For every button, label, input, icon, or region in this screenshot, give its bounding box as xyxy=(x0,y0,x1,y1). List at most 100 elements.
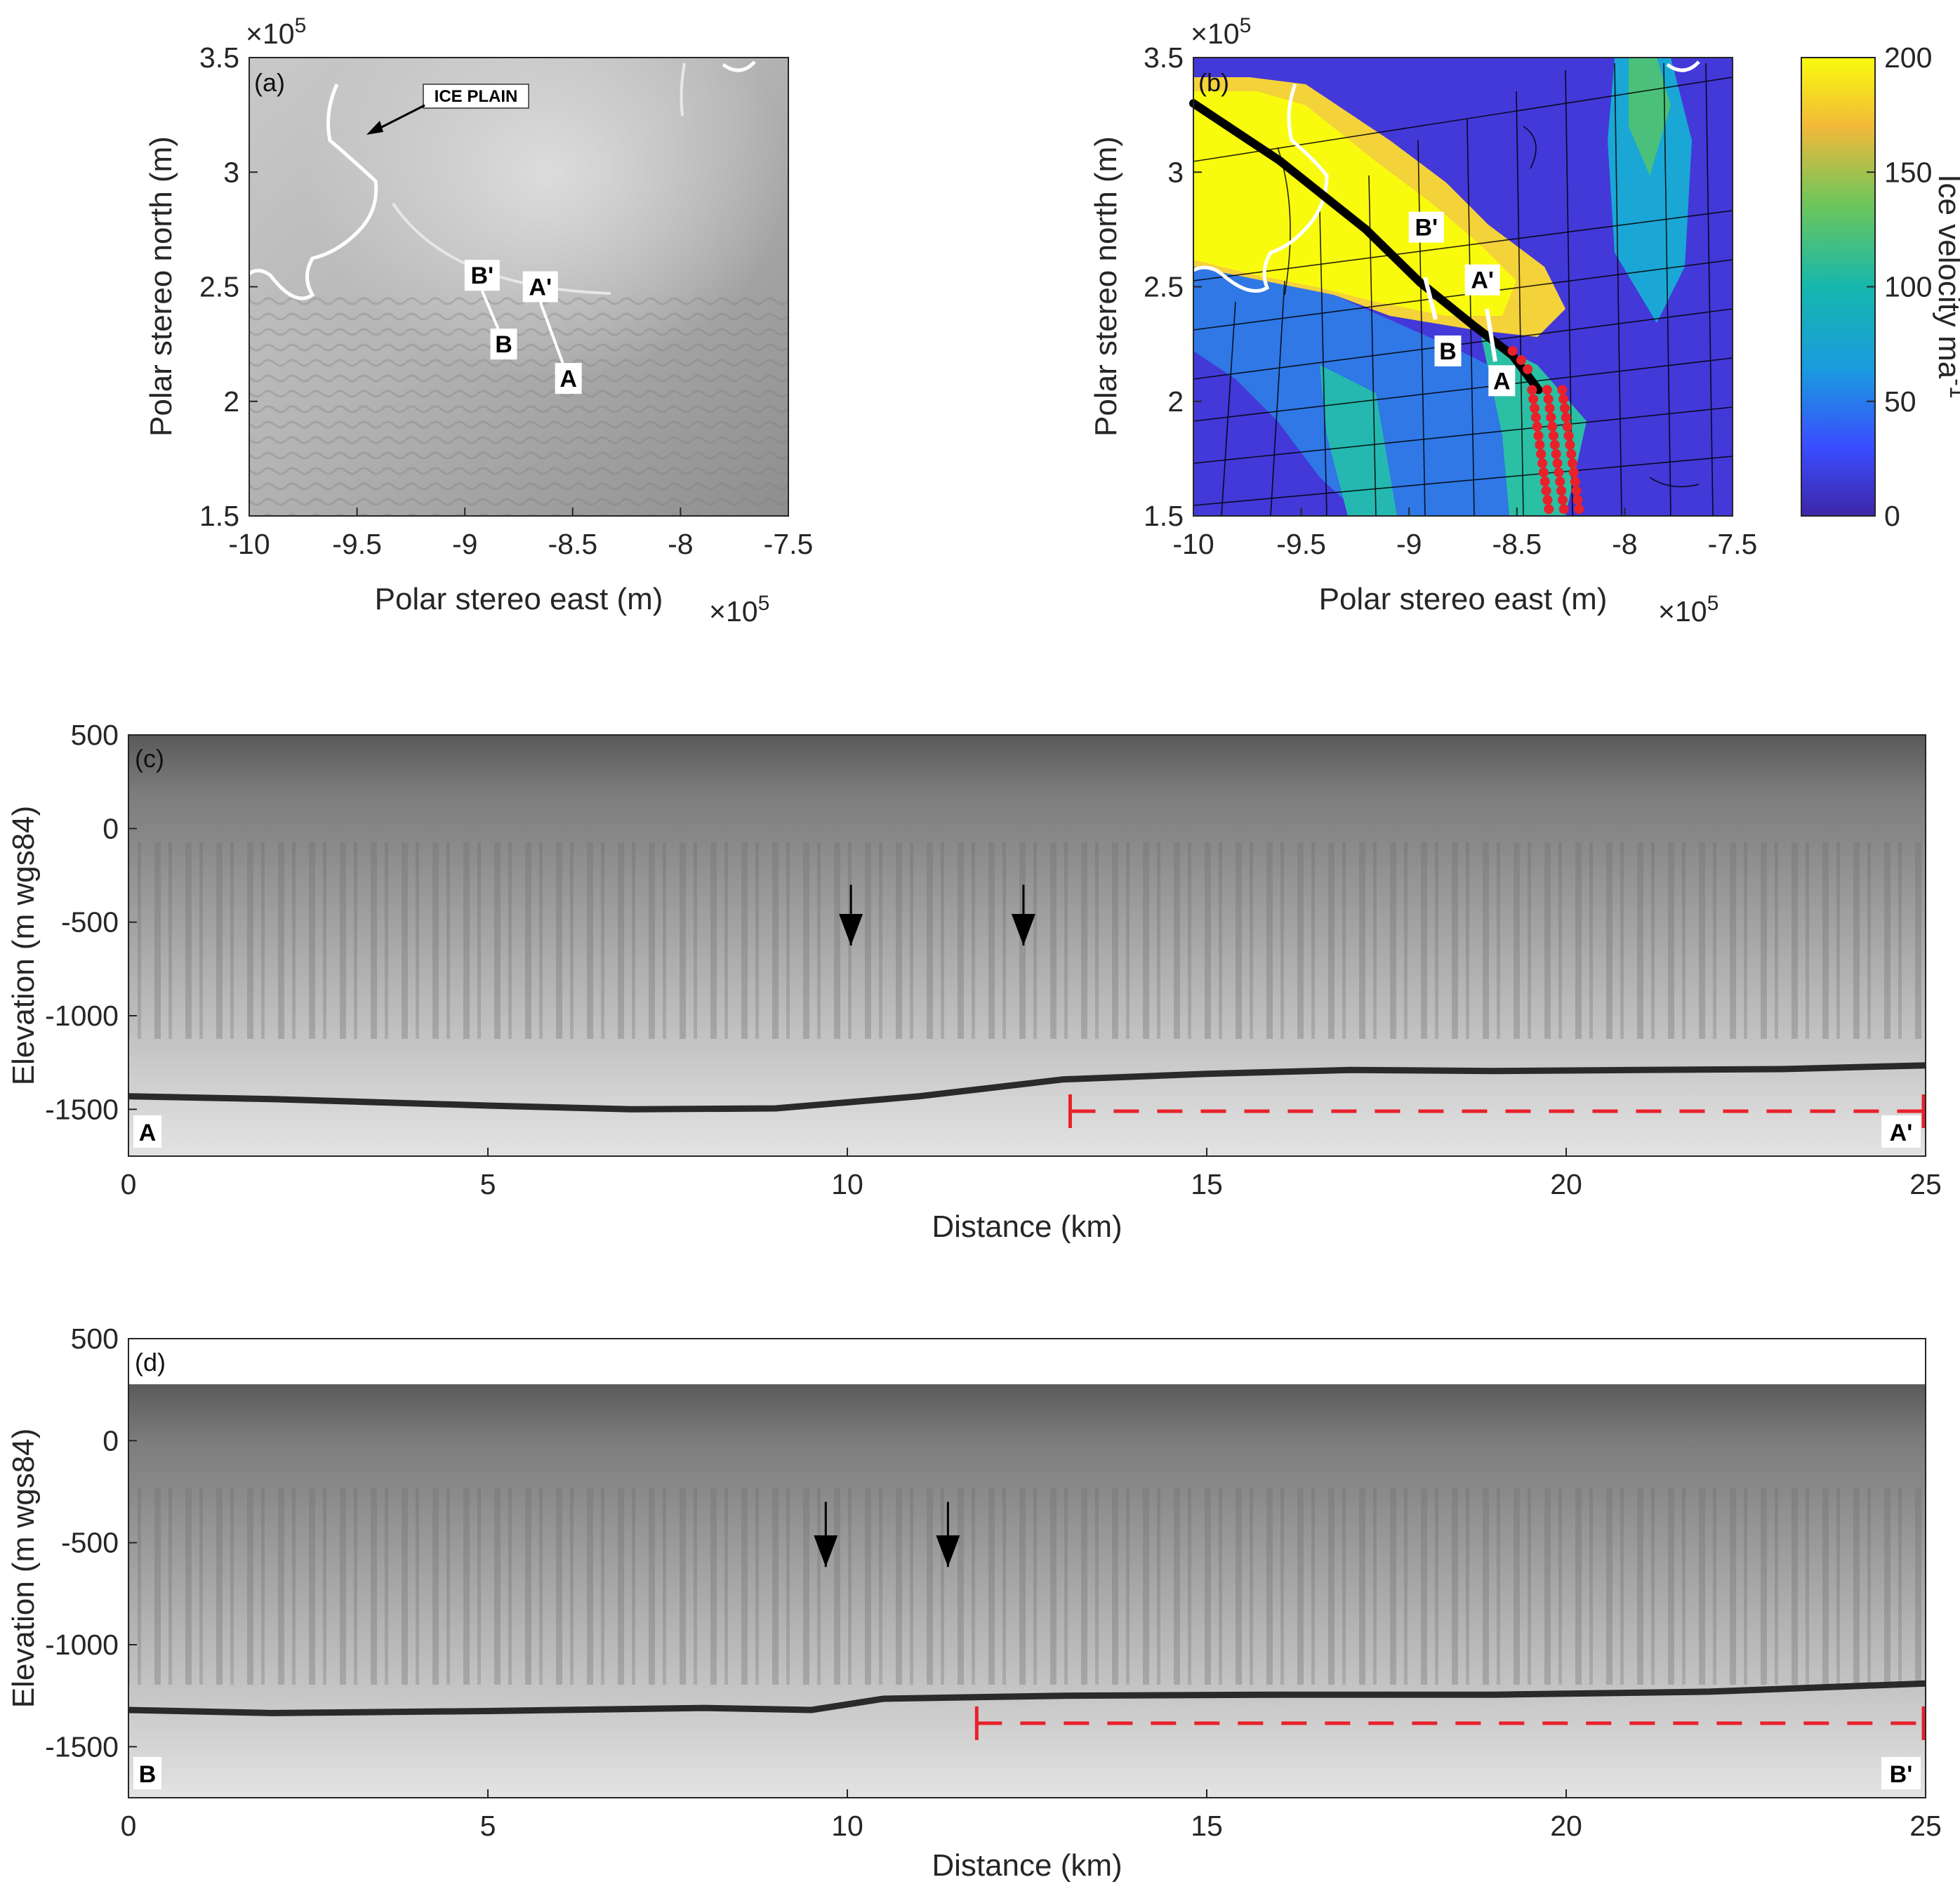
panel-a-marker-label: A xyxy=(559,366,577,392)
panel-c-end-box xyxy=(1881,1115,1921,1148)
panel-d-start-label: B xyxy=(139,1761,157,1788)
panel-b-survey-point xyxy=(1557,385,1568,395)
panel-a-x-axis-label: Polar stereo east (m) xyxy=(375,582,663,616)
panel-d-arrows xyxy=(814,1501,960,1567)
panel-a-markers: B' B A' A xyxy=(464,260,582,395)
panel-a-marker-label: B' xyxy=(470,263,494,289)
panel-d-start-marker: B xyxy=(133,1757,161,1789)
panel-d-end-marker: B' xyxy=(1881,1757,1921,1789)
panel-b-survey-point xyxy=(1539,477,1550,487)
panel-d-x-tick-label: 0 xyxy=(121,1810,137,1842)
panel-b-survey-point xyxy=(1563,430,1574,441)
colorbar xyxy=(1801,57,1876,517)
panel-b-y-axis-label: Polar stereo north (m) xyxy=(1089,136,1123,437)
panel-c-x-axis-label: Distance (km) xyxy=(932,1209,1122,1244)
panel-a-y-ticks: 1.5 2 2.5 3 3.5 xyxy=(199,41,258,532)
colorbar-tick-label: 200 xyxy=(1884,41,1932,74)
colorbar-tick-label: 150 xyxy=(1884,156,1932,188)
ice-plain-label-box xyxy=(423,84,529,109)
panel-c-x-tick-label: 0 xyxy=(121,1168,137,1200)
panel-b-marker-box xyxy=(1488,365,1516,397)
panel-d-x-ticks: 0 5 10 15 20 25 xyxy=(121,1789,1942,1842)
panel-b-profile-a-trace xyxy=(1485,308,1497,362)
panel-b-survey-point xyxy=(1561,412,1571,423)
panel-c-end-label: A' xyxy=(1890,1120,1913,1146)
panel-b-marker-box xyxy=(1464,264,1500,296)
panel-d-y-tick-label: 500 xyxy=(71,1322,119,1355)
panel-b-survey-point xyxy=(1551,449,1561,459)
panel-c-y-tick-label: 0 xyxy=(102,812,119,844)
panel-b-marker-box xyxy=(1434,335,1462,366)
panel-b-survey-point xyxy=(1558,394,1569,404)
panel-b-survey-point xyxy=(1523,364,1533,375)
panel-a-x-exponent: ×105 xyxy=(709,592,769,628)
panel-b-survey-point xyxy=(1536,449,1547,459)
panel-a-x-tick-label: -9 xyxy=(452,528,477,560)
panel-b-survey-point xyxy=(1542,495,1553,505)
panel-a-marker-box xyxy=(522,271,558,303)
panel-d-x-tick-label: 10 xyxy=(831,1810,863,1842)
panel-d-x-tick-label: 25 xyxy=(1909,1810,1942,1842)
panel-d-englacial-layers xyxy=(128,1488,1926,1685)
panel-a-y-exponent: ×105 xyxy=(246,14,306,50)
panel-b-survey-point xyxy=(1557,495,1568,505)
panel-d-y-tick-label: -1500 xyxy=(45,1730,119,1763)
panel-b-survey-point xyxy=(1538,467,1549,477)
panel-a-y-tick-label: 3.5 xyxy=(199,41,239,74)
panel-b-marker-label: A xyxy=(1493,368,1511,395)
panel-c-x-tick-label: 25 xyxy=(1909,1168,1942,1200)
colorbar-tick-label: 0 xyxy=(1884,500,1900,532)
panel-d-x-axis-label: Distance (km) xyxy=(932,1848,1122,1883)
panel-b-y-tick-label: 3.5 xyxy=(1144,41,1184,74)
panel-c-frame xyxy=(128,734,1926,1157)
panel-b-survey-point xyxy=(1558,504,1569,515)
panel-b-x-tick-label: -8.5 xyxy=(1492,528,1542,560)
panel-b-x-tick-label: -7.5 xyxy=(1708,528,1758,560)
panel-c-englacial-layers xyxy=(128,842,1926,1039)
panel-b-survey-point xyxy=(1547,421,1558,432)
panel-b-survey-point xyxy=(1507,345,1518,356)
panel-b-markers: B' B A' A xyxy=(1408,211,1516,397)
panel-b-survey-point xyxy=(1554,467,1564,477)
panel-b-fast-flow-core xyxy=(1193,91,1516,316)
panel-c-arrow-head xyxy=(839,914,863,946)
panel-b-marker-box xyxy=(1408,211,1444,243)
panel-a-x-tick-label: -10 xyxy=(228,528,270,560)
panel-b-y-exponent: ×105 xyxy=(1191,14,1251,50)
panel-b-survey-points xyxy=(1507,345,1584,515)
panel-b-survey-point xyxy=(1549,430,1559,441)
colorbar-label: Ice velocity ma-1 xyxy=(1932,174,1960,398)
panel-b-ice-plain-outline xyxy=(1192,84,1329,293)
panel-b-survey-point xyxy=(1552,458,1563,468)
panel-d-marker-range xyxy=(974,1706,1926,1740)
ice-plain-annotation: ICE PLAIN xyxy=(366,84,529,135)
panel-b-survey-point xyxy=(1546,412,1556,423)
panel-d-start-box xyxy=(133,1757,161,1789)
panel-b-survey-point xyxy=(1528,394,1539,404)
panel-a-ice-plain-outline xyxy=(248,83,378,300)
panel-c-arrows xyxy=(839,884,1035,946)
panel-c-marker-range xyxy=(1068,1094,1926,1128)
panel-c-start-label: A xyxy=(139,1120,157,1146)
panel-c-start-box xyxy=(133,1115,161,1148)
panel-c-y-ticks: 500 0 -500 -1000 -1500 xyxy=(45,719,137,1125)
panel-c-x-tick-label: 5 xyxy=(480,1168,496,1200)
panel-d-x-tick-label: 5 xyxy=(480,1810,496,1842)
ice-plain-label: ICE PLAIN xyxy=(435,87,518,106)
panel-d-y-axis-label: Elevation (m wgs84) xyxy=(6,1428,41,1709)
panel-b-x-ticks: -10 -9.5 -9 -8.5 -8 -7.5 xyxy=(1172,508,1757,560)
panel-b-marker-label: B' xyxy=(1415,215,1438,241)
panel-b-tributary-left xyxy=(1320,365,1397,516)
panel-a-image-texture xyxy=(249,295,788,516)
panel-a: B' B A' A ICE PLAIN (a) -10 -9.5 -9 -8.5 -8 -7.5… xyxy=(144,14,813,628)
panel-a-y-axis-label: Polar stereo north (m) xyxy=(144,136,178,437)
panel-b-tributary-core xyxy=(1629,58,1671,175)
panel-d-frame xyxy=(128,1338,1926,1798)
panel-d-x-tick-label: 15 xyxy=(1191,1810,1223,1842)
panel-b-survey-point xyxy=(1530,412,1541,423)
panel-b-survey-point xyxy=(1544,504,1554,515)
panel-c-y-axis-label: Elevation (m wgs84) xyxy=(6,806,41,1086)
panel-a-label: (a) xyxy=(254,68,285,97)
panel-b-marker-label: B xyxy=(1439,338,1457,365)
